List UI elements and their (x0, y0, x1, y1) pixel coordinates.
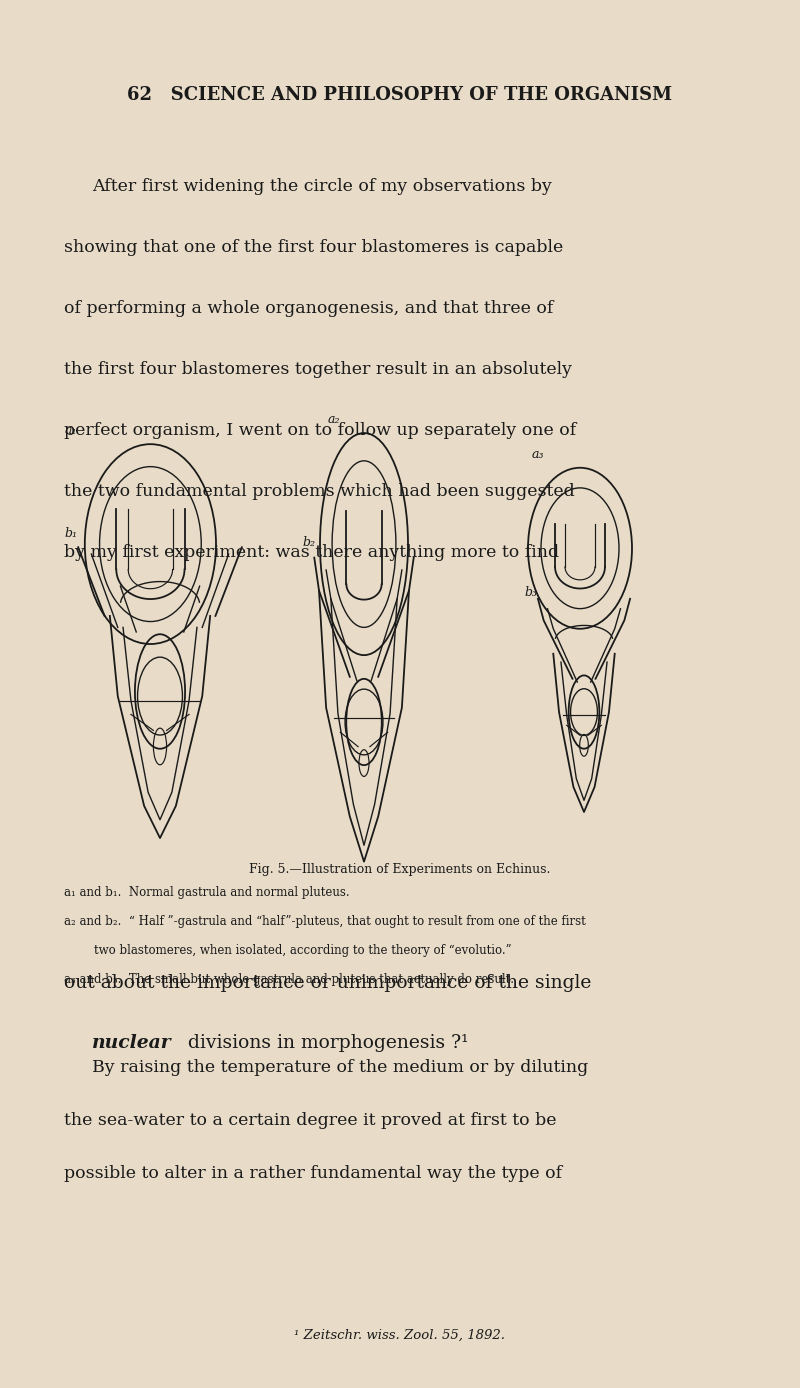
Text: divisions in morphogenesis ?¹: divisions in morphogenesis ?¹ (182, 1034, 469, 1052)
Text: the first four blastomeres together result in an absolutely: the first four blastomeres together resu… (64, 361, 572, 378)
Text: of performing a whole organogenesis, and that three of: of performing a whole organogenesis, and… (64, 300, 554, 316)
Text: a₃: a₃ (532, 448, 545, 461)
Text: out about the importance or unimportance of the single: out about the importance or unimportance… (64, 974, 591, 992)
Text: showing that one of the first four blastomeres is capable: showing that one of the first four blast… (64, 239, 563, 255)
Text: 62   SCIENCE AND PHILOSOPHY OF THE ORGANISM: 62 SCIENCE AND PHILOSOPHY OF THE ORGANIS… (127, 86, 673, 104)
Text: By raising the temperature of the medium or by diluting: By raising the temperature of the medium… (92, 1059, 588, 1076)
Text: two blastomeres, when isolated, according to the theory of “evolutio.”: two blastomeres, when isolated, accordin… (64, 944, 512, 956)
Text: nuclear: nuclear (92, 1034, 172, 1052)
Text: After first widening the circle of my observations by: After first widening the circle of my ob… (92, 178, 552, 194)
Text: a₁ and b₁.  Normal gastrula and normal pluteus.: a₁ and b₁. Normal gastrula and normal pl… (64, 886, 350, 898)
Text: by my first experiment: was there anything more to find: by my first experiment: was there anythi… (64, 544, 559, 561)
Text: a₃ and b₃.  The small but whole gastrula and pluteus that actually do result.: a₃ and b₃. The small but whole gastrula … (64, 973, 514, 985)
Text: ¹ Zeitschr. wiss. Zool. 55, 1892.: ¹ Zeitschr. wiss. Zool. 55, 1892. (294, 1328, 506, 1341)
Text: b₃: b₃ (525, 586, 538, 598)
Text: b₁: b₁ (65, 527, 78, 540)
Text: possible to alter in a rather fundamental way the type of: possible to alter in a rather fundamenta… (64, 1165, 562, 1181)
Text: a₂ and b₂.  “ Half ”-gastrula and “half”-pluteus, that ought to result from one : a₂ and b₂. “ Half ”-gastrula and “half”-… (64, 915, 586, 927)
Text: the sea-water to a certain degree it proved at first to be: the sea-water to a certain degree it pro… (64, 1112, 557, 1128)
Text: the two fundamental problems which had been suggested: the two fundamental problems which had b… (64, 483, 574, 500)
Text: b₂: b₂ (302, 536, 315, 550)
Text: a₂: a₂ (328, 414, 341, 426)
Text: a₁: a₁ (64, 425, 77, 437)
Text: Fig. 5.—Illustration of Experiments on Echinus.: Fig. 5.—Illustration of Experiments on E… (250, 863, 550, 876)
Text: perfect organism, I went on to follow up separately one of: perfect organism, I went on to follow up… (64, 422, 576, 439)
